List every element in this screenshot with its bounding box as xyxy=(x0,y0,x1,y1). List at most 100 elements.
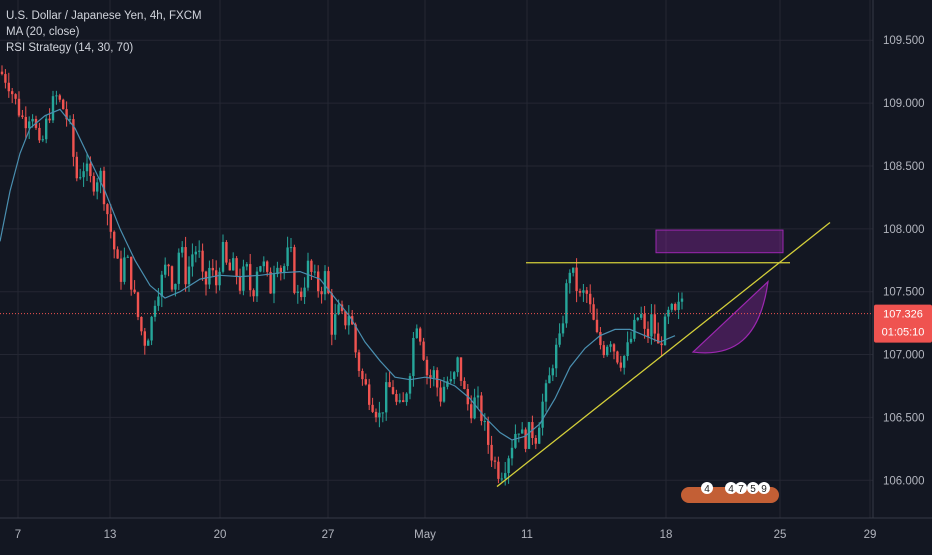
candle-down xyxy=(75,156,78,179)
candle-up xyxy=(337,304,340,315)
candle-down xyxy=(595,319,599,333)
time-tick-label: 11 xyxy=(521,529,533,541)
candle-down xyxy=(211,267,214,271)
candle-down xyxy=(14,94,17,99)
candle-up xyxy=(544,383,548,402)
watermark-digit: 4 xyxy=(704,484,710,495)
candle-down xyxy=(228,262,231,271)
candle-down xyxy=(674,304,677,310)
candle-down xyxy=(524,429,527,449)
candle-down xyxy=(534,438,537,444)
candle-up xyxy=(79,177,82,179)
time-axis[interactable]: 7 13 20 27 May 11 18 25 29 xyxy=(0,517,932,550)
price-tag-background xyxy=(874,304,932,343)
candle-down xyxy=(300,291,303,298)
candle-up xyxy=(276,267,279,275)
candle-down xyxy=(109,214,112,232)
candle-down xyxy=(21,115,24,117)
ma-indicator-label[interactable]: MA (20, close) xyxy=(6,26,80,38)
candle-up xyxy=(568,272,571,284)
rsi-indicator-label[interactable]: RSI Strategy (14, 30, 70) xyxy=(6,42,134,54)
watermark-dot xyxy=(725,482,737,494)
candle-up xyxy=(565,283,568,324)
candle-up xyxy=(405,393,408,403)
candle-up xyxy=(415,328,418,338)
watermark-digit: 5 xyxy=(750,484,756,495)
watermark-dot xyxy=(701,482,713,494)
time-axis-background xyxy=(0,518,932,550)
candle-down xyxy=(402,400,405,403)
candle-up xyxy=(82,171,85,178)
candle-up xyxy=(636,317,639,320)
candle-up xyxy=(609,344,612,347)
candle-down xyxy=(4,74,7,83)
candle-up xyxy=(99,170,102,183)
candle-down xyxy=(578,291,582,293)
candle-down xyxy=(143,331,146,346)
candle-down xyxy=(422,341,425,360)
candle-up xyxy=(242,266,245,291)
candle-up xyxy=(663,316,667,346)
candle-down xyxy=(361,370,364,380)
price-tick-label: 106.500 xyxy=(883,412,925,424)
candle-up xyxy=(432,370,435,378)
candle-up xyxy=(514,433,517,448)
candle-down xyxy=(130,256,133,290)
candle-up xyxy=(561,323,565,334)
candle-down xyxy=(133,289,136,293)
candle-up xyxy=(51,96,55,121)
candle-down xyxy=(327,271,330,294)
projection-curve[interactable] xyxy=(691,280,769,354)
candle-up xyxy=(221,242,225,272)
candle-up xyxy=(153,305,157,317)
symbol-title[interactable]: U.S. Dollar / Japanese Yen, 4h, FXCM xyxy=(6,10,202,22)
time-tick-label: 29 xyxy=(864,529,877,541)
candle-down xyxy=(497,461,500,479)
candle-up xyxy=(177,252,180,284)
candle-up xyxy=(174,283,177,290)
target-zone-box[interactable] xyxy=(655,229,784,254)
watermark-dot xyxy=(758,482,770,494)
time-tick-label: 18 xyxy=(660,529,673,541)
candle-down xyxy=(140,316,143,332)
candle-up xyxy=(208,267,211,285)
candle-up xyxy=(31,118,34,122)
candle-down xyxy=(480,395,483,421)
candle-down xyxy=(119,258,123,282)
candle-down xyxy=(646,328,650,337)
candle-down xyxy=(317,271,320,292)
candle-down xyxy=(58,95,61,100)
candle-down xyxy=(65,109,68,120)
price-tick-label: 106.000 xyxy=(883,475,925,487)
candle-down xyxy=(619,362,622,368)
candle-up xyxy=(181,247,184,253)
candle-up xyxy=(381,412,384,414)
candle-up xyxy=(504,473,507,479)
price-axis[interactable]: 106.000 106.500 107.000 107.500 108.000 108.5… xyxy=(872,0,932,550)
candle-down xyxy=(310,260,313,272)
candle-down xyxy=(425,359,429,376)
candle-up xyxy=(385,382,388,413)
candle-down xyxy=(589,293,592,305)
candle-down xyxy=(490,444,493,461)
candle-up xyxy=(259,266,262,272)
candle-up xyxy=(473,397,476,419)
rising-trendline[interactable] xyxy=(496,222,831,488)
candle-down xyxy=(612,344,616,352)
candle-up xyxy=(500,478,503,480)
candle-up xyxy=(442,386,446,402)
watermark-dot xyxy=(735,482,747,494)
candle-up xyxy=(272,274,276,294)
candle-up xyxy=(521,429,524,434)
candle-up xyxy=(476,395,480,398)
candle-down xyxy=(235,258,238,277)
candle-up xyxy=(507,458,510,474)
candle-down xyxy=(11,91,14,95)
candle-down xyxy=(643,314,646,329)
candle-down xyxy=(357,352,361,371)
candle-up xyxy=(555,344,558,369)
